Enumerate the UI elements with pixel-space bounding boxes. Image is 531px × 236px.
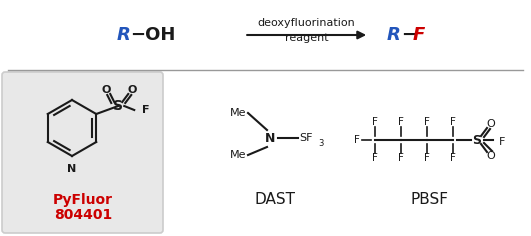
Text: PBSF: PBSF — [411, 193, 449, 207]
Text: reagent: reagent — [285, 33, 329, 43]
Text: O: O — [101, 85, 111, 95]
Text: −: − — [401, 26, 416, 44]
Text: S: S — [113, 99, 123, 113]
Text: F: F — [424, 117, 430, 127]
Text: F: F — [499, 137, 506, 147]
Text: F: F — [142, 105, 150, 115]
Text: F: F — [424, 153, 430, 163]
Text: DAST: DAST — [254, 193, 295, 207]
Text: −OH: −OH — [130, 26, 175, 44]
Text: Me: Me — [230, 150, 246, 160]
Text: F: F — [372, 117, 378, 127]
Text: S: S — [473, 134, 482, 147]
Text: F: F — [398, 153, 404, 163]
Text: N: N — [265, 131, 275, 144]
Text: F: F — [372, 153, 378, 163]
Text: R: R — [116, 26, 130, 44]
FancyBboxPatch shape — [2, 72, 163, 233]
Text: F: F — [450, 117, 456, 127]
Text: 804401: 804401 — [54, 208, 112, 222]
Text: deoxyfluorination: deoxyfluorination — [258, 18, 356, 28]
Text: F: F — [398, 117, 404, 127]
Text: PyFluor: PyFluor — [53, 193, 113, 207]
Text: Me: Me — [230, 108, 246, 118]
Text: O: O — [486, 119, 495, 129]
Text: SF: SF — [299, 133, 313, 143]
Text: O: O — [486, 151, 495, 161]
Text: 3: 3 — [318, 139, 323, 148]
Text: F: F — [354, 135, 360, 145]
Text: O: O — [127, 85, 137, 95]
Text: F: F — [413, 26, 425, 44]
Text: N: N — [67, 164, 76, 174]
Text: R: R — [387, 26, 401, 44]
Text: F: F — [450, 153, 456, 163]
